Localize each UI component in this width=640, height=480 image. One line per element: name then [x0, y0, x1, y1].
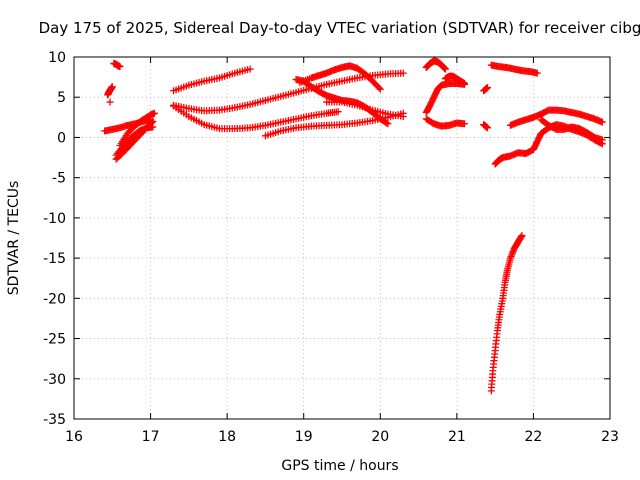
x-tick-label: 23 [601, 429, 619, 445]
x-tick-label: 18 [218, 429, 236, 445]
data-point [116, 63, 124, 71]
x-tick-label: 21 [448, 429, 466, 445]
x-tick-label: 22 [525, 429, 543, 445]
series-arc18 [422, 115, 469, 130]
x-axis-label: GPS time / hours [281, 458, 398, 474]
series-arc22 [491, 149, 530, 168]
series-arc20 [480, 84, 491, 95]
y-tick-label: -25 [43, 332, 66, 348]
series-arc10 [170, 102, 342, 133]
series-arc07 [116, 109, 158, 149]
data-point [108, 83, 116, 91]
data-point [461, 120, 469, 128]
data-point [383, 119, 391, 127]
x-tick-label: 17 [142, 429, 160, 445]
data-point [106, 98, 114, 106]
series-arc01 [104, 83, 116, 99]
y-tick-label: -30 [43, 372, 66, 388]
data-point [375, 84, 383, 92]
y-tick-label: -10 [43, 211, 66, 227]
data-point [518, 232, 526, 240]
series-arc23 [487, 232, 526, 395]
y-axis-label: SDTVAR / TECUs [6, 181, 22, 296]
series-arc15 [422, 57, 449, 73]
y-tick-label: 0 [57, 130, 66, 146]
data-point [399, 113, 407, 121]
series-arc14 [323, 98, 407, 121]
y-tick-label: -35 [43, 412, 66, 428]
data-point [483, 84, 491, 92]
chart-title: Day 175 of 2025, Sidereal Day-to-day VTE… [39, 19, 640, 37]
data-points [101, 57, 606, 395]
data-point [533, 69, 541, 77]
series-arc25 [506, 106, 606, 129]
plot-frame [73, 56, 611, 420]
series-arc26 [537, 116, 606, 144]
data-point [376, 85, 384, 93]
data-point [441, 65, 449, 73]
series-arc02 [106, 98, 114, 106]
x-tick-label: 19 [295, 429, 313, 445]
series-arc03 [110, 59, 124, 71]
y-tick-label: 5 [57, 90, 66, 106]
data-point [384, 120, 392, 128]
series-arc06 [112, 123, 157, 159]
y-tick-label: -5 [52, 171, 66, 187]
y-tick-label: -15 [43, 251, 66, 267]
series-arc17 [422, 80, 469, 117]
x-tick-label: 20 [371, 429, 389, 445]
series-arc21 [487, 61, 541, 77]
data-point [149, 123, 157, 131]
axis-ticks: 16 17 18 19 20 21 22 23 -35 -30 -25 -20 -15 -10 -5 0 5 10 [43, 50, 619, 445]
data-point [334, 108, 342, 116]
y-tick-label: -20 [43, 291, 66, 307]
data-point [461, 80, 469, 88]
y-tick-label: 10 [48, 50, 66, 66]
data-point [246, 65, 254, 73]
data-point [598, 118, 606, 126]
series-arc13 [296, 62, 384, 93]
series-arc09 [170, 69, 407, 115]
data-point [483, 124, 491, 132]
data-point [150, 109, 158, 117]
series-arc19 [480, 121, 491, 132]
series-arc08 [170, 65, 254, 95]
x-tick-label: 16 [65, 429, 83, 445]
data-point [598, 136, 606, 144]
data-point [399, 69, 407, 77]
